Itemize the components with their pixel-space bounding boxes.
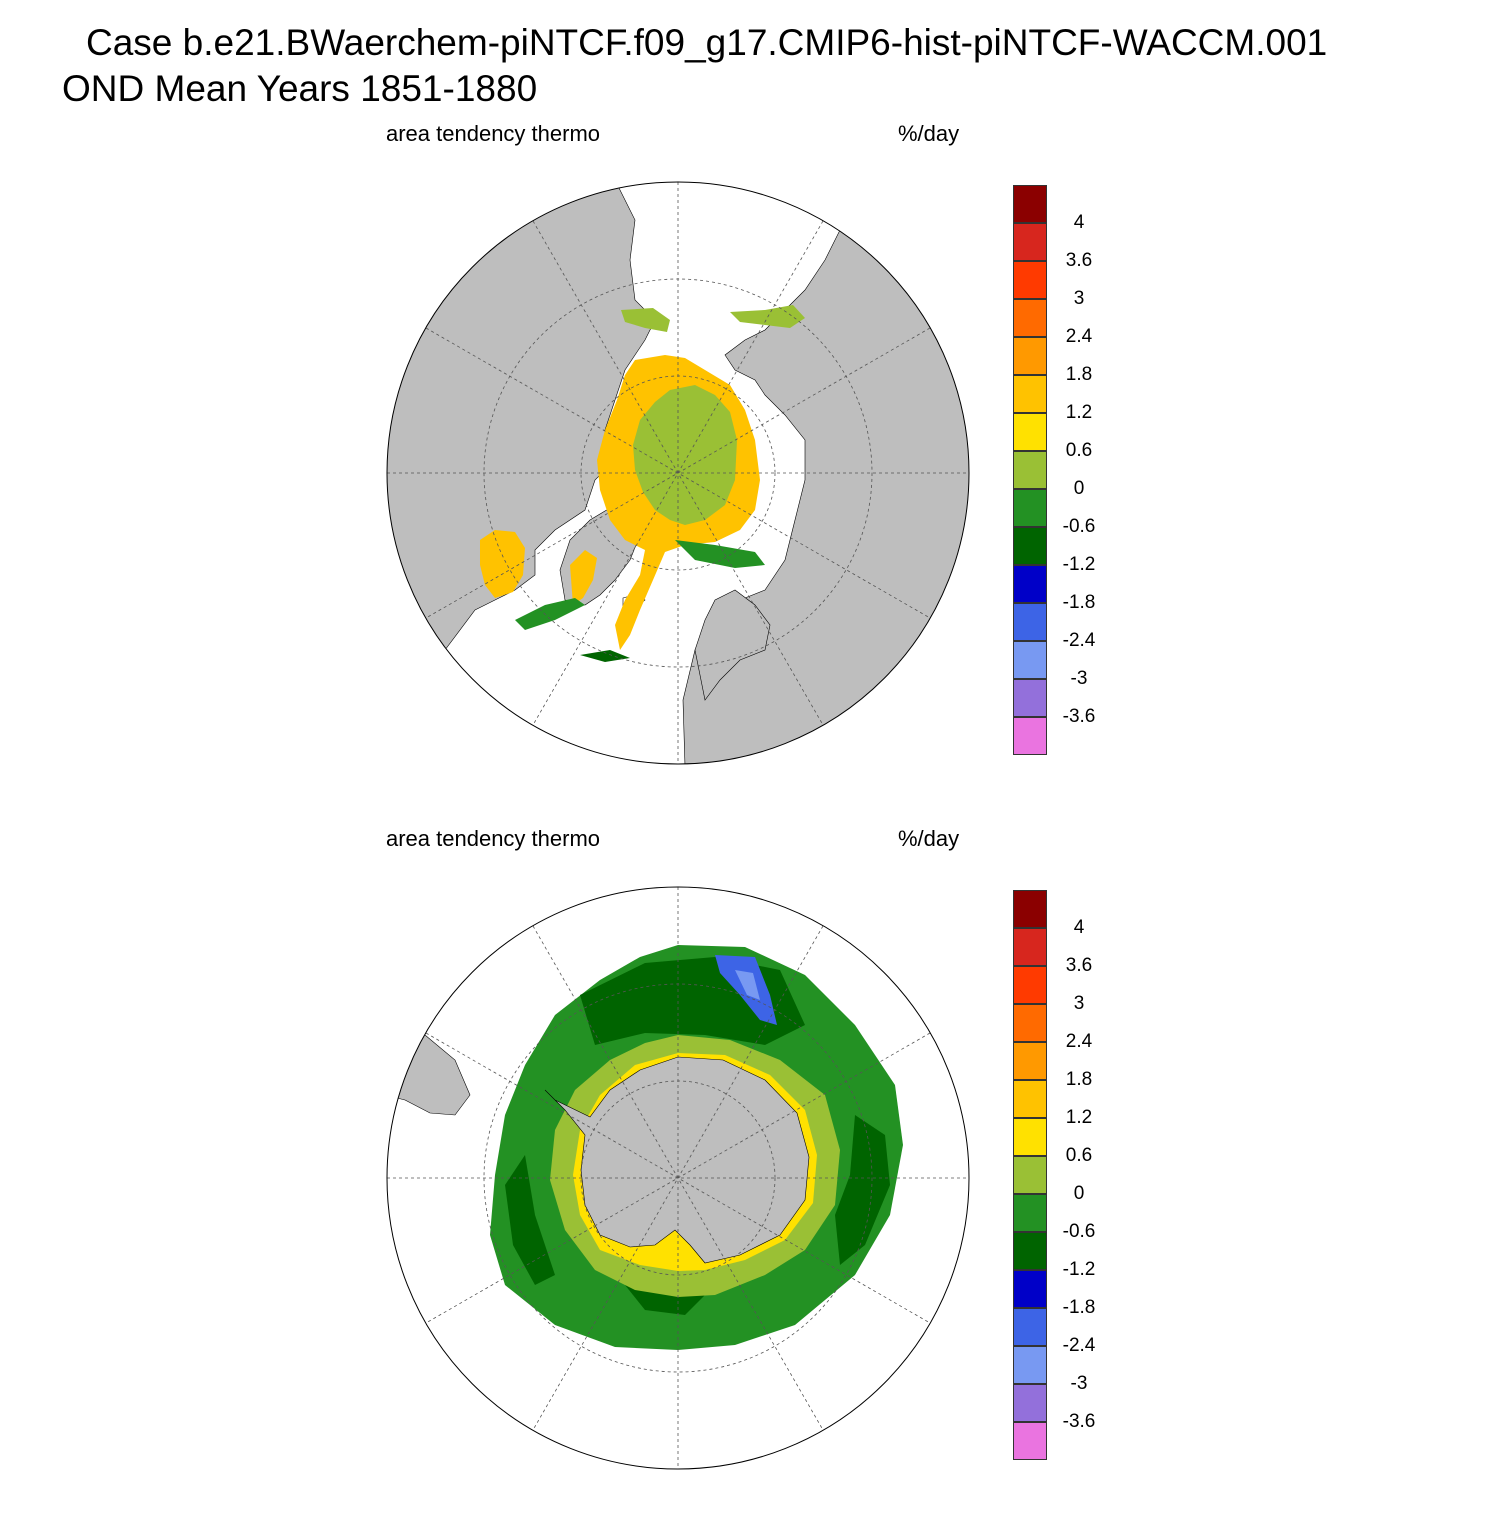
colorbar-tick-label: -3.6 (1062, 706, 1096, 727)
colorbar-segment (1013, 1156, 1047, 1194)
colorbar-tick-label: 3 (1073, 993, 1085, 1014)
colorbar (1013, 890, 1049, 1460)
colorbar-tick-label: 1.2 (1065, 1107, 1093, 1128)
colorbar-tick-label: 1.2 (1065, 402, 1093, 423)
colorbar-segment (1013, 299, 1047, 337)
ice-tendency-labrador-edge (515, 598, 585, 630)
colorbar-segment (1013, 527, 1047, 565)
colorbar-tick-label: 1.8 (1065, 1069, 1093, 1090)
ice-tendency-dark-band-west (505, 1155, 555, 1285)
colorbar-segment (1013, 337, 1047, 375)
colorbar-segment (1013, 261, 1047, 299)
colorbar-tick-label: 2.4 (1065, 1031, 1093, 1052)
polar-map-south (386, 886, 970, 1470)
colorbar-segment (1013, 223, 1047, 261)
colorbar-tick-label: -1.2 (1062, 1259, 1096, 1280)
colorbar-segment (1013, 1004, 1047, 1042)
colorbar-tick-label: -0.6 (1062, 516, 1096, 537)
colorbar-segment (1013, 890, 1047, 928)
colorbar-segment (1013, 1194, 1047, 1232)
colorbar-tick-label: -0.6 (1062, 1221, 1096, 1242)
colorbar-segment (1013, 451, 1047, 489)
panel-variable-label: area tendency thermo (386, 826, 601, 851)
ice-tendency-barents-edge (675, 540, 765, 568)
colorbar-segment (1013, 185, 1047, 223)
colorbar-segment (1013, 1346, 1047, 1384)
colorbar-segment (1013, 1308, 1047, 1346)
figure-title-case: Case b.e21.BWaerchem-piNTCF.f09_g17.CMIP… (86, 22, 1328, 63)
colorbar-segment (1013, 679, 1047, 717)
colorbar-segment (1013, 1232, 1047, 1270)
colorbar-tick-label: -1.8 (1062, 592, 1096, 613)
land-antarctica (544, 1056, 810, 1264)
ice-tendency-dark-band-east (835, 1115, 890, 1265)
figure-title-period: OND Mean Years 1851-1880 (62, 68, 538, 109)
colorbar-tick-label: 0.6 (1065, 440, 1093, 461)
colorbar-tick-label: 0 (1073, 1183, 1085, 1204)
colorbar (1013, 185, 1049, 755)
ice-tendency-arctic-core (633, 385, 737, 525)
panel-southern-hemisphere: area tendency thermo %/day (0, 815, 1500, 1515)
colorbar-segment (1013, 603, 1047, 641)
colorbar-segment (1013, 375, 1047, 413)
colorbar-segment (1013, 1384, 1047, 1422)
panel-units-label: %/day (898, 826, 960, 851)
colorbar-segment (1013, 1042, 1047, 1080)
colorbar-tick-label: -1.8 (1062, 1297, 1096, 1318)
colorbar-segment (1013, 641, 1047, 679)
polar-map-north (386, 181, 970, 765)
ice-tendency-greenland-sea-edge (580, 650, 630, 662)
colorbar-segment (1013, 489, 1047, 527)
colorbar-segment (1013, 413, 1047, 451)
colorbar-tick-label: -2.4 (1062, 630, 1096, 651)
colorbar-tick-label: -3 (1070, 1373, 1088, 1394)
colorbar-segment (1013, 1270, 1047, 1308)
colorbar-tick-label: -3.6 (1062, 1411, 1096, 1432)
colorbar-tick-label: 0 (1073, 478, 1085, 499)
colorbar-tick-label: 3.6 (1065, 250, 1093, 271)
colorbar-segment (1013, 565, 1047, 603)
ice-tendency-bering (621, 308, 670, 332)
panel-variable-label: area tendency thermo (386, 121, 601, 146)
colorbar-tick-label: -1.2 (1062, 554, 1096, 575)
colorbar-tick-label: 1.8 (1065, 364, 1093, 385)
colorbar-tick-label: -2.4 (1062, 1335, 1096, 1356)
colorbar-tick-label: 3 (1073, 288, 1085, 309)
colorbar-segment (1013, 966, 1047, 1004)
panel-northern-hemisphere: area tendency thermo %/day (0, 110, 1500, 810)
colorbar-segment (1013, 1118, 1047, 1156)
ice-tendency-baffin (570, 550, 597, 605)
colorbar-tick-label: 4 (1073, 917, 1085, 938)
colorbar-tick-label: 3.6 (1065, 955, 1093, 976)
colorbar-segment (1013, 928, 1047, 966)
colorbar-tick-label: -3 (1070, 668, 1088, 689)
colorbar-tick-label: 2.4 (1065, 326, 1093, 347)
colorbar-tick-label: 0.6 (1065, 1145, 1093, 1166)
ice-tendency-blue-core (735, 970, 760, 1000)
colorbar-segment (1013, 717, 1047, 755)
colorbar-segment (1013, 1080, 1047, 1118)
colorbar-tick-label: 4 (1073, 212, 1085, 233)
ice-tendency-okhotsk (730, 305, 805, 328)
land-scandinavia (694, 589, 771, 701)
panel-units-label: %/day (898, 121, 960, 146)
ice-tendency-hudson-bay (480, 530, 525, 598)
colorbar-segment (1013, 1422, 1047, 1460)
